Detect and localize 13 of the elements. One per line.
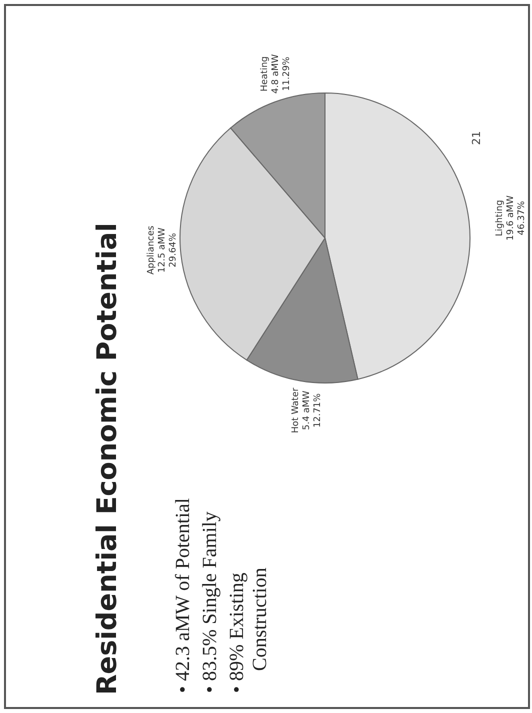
- data-label: 19.6 aMW 46.37%: [506, 195, 527, 241]
- text: • 89% Existing Construction: [226, 566, 272, 693]
- text: • 42.3 aMW of Potential: [172, 497, 195, 693]
- slice-label: Hot Water: [291, 388, 302, 434]
- text: Residential Economic Potential: [92, 222, 123, 695]
- data-label: 12.5 aMW 29.64%: [157, 228, 178, 273]
- text: • 83.5% Single Family: [199, 510, 222, 693]
- slice-label: Lighting: [494, 200, 505, 236]
- text: 21: [470, 131, 483, 145]
- slice-label: Appliances: [146, 225, 156, 275]
- slice-label: Heating: [260, 56, 270, 92]
- data-label: 4.8 aMW 11.29%: [271, 54, 292, 94]
- data-label: 5.4 aMW 12.71%: [302, 390, 324, 430]
